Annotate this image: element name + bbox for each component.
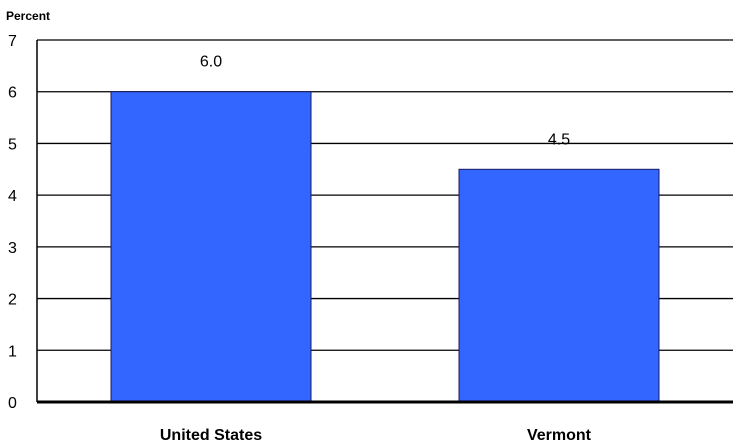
bar-value-label: 4.5: [548, 131, 570, 148]
category-label: Vermont: [527, 427, 592, 444]
y-tick-label: 3: [8, 240, 17, 257]
y-tick-label: 7: [8, 33, 17, 50]
y-tick-label: 4: [8, 188, 17, 205]
bar-value-label: 6.0: [200, 54, 222, 71]
bar: [110, 91, 312, 403]
y-tick-label: 6: [8, 85, 17, 102]
y-tick-label: 5: [8, 136, 17, 153]
category-label: United States: [160, 427, 262, 444]
y-tick-label: 1: [8, 343, 17, 360]
data-labels: 6.0 4.5: [200, 54, 570, 149]
y-tick-label: 0: [8, 395, 17, 412]
y-tick-label: 2: [8, 292, 17, 309]
y-axis-ticks: 0 1 2 3 4 5 6 7: [8, 33, 17, 412]
bar: [458, 168, 660, 403]
y-axis-label: Percent: [6, 9, 50, 23]
x-axis-categories: United States Vermont: [160, 427, 592, 444]
bars: [37, 91, 733, 404]
